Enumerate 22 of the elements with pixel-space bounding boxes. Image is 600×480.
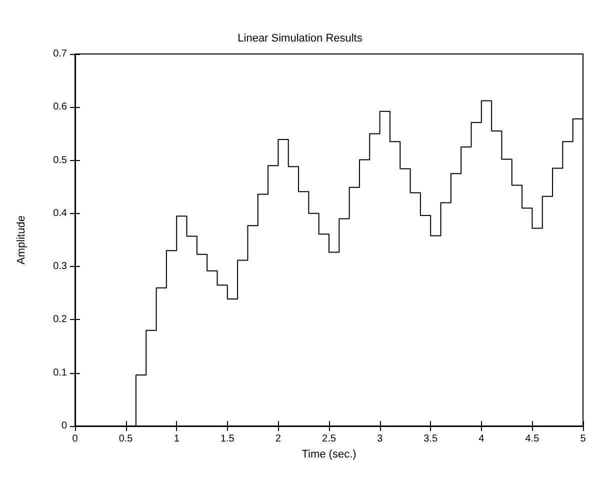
y-tick-label: 0.6: [53, 102, 68, 113]
y-tick-label: 0.1: [53, 367, 68, 378]
x-tick-label: 1: [174, 434, 180, 444]
y-tick-label: 0.5: [53, 154, 68, 166]
x-tick-label: 5: [580, 434, 586, 444]
y-axis-title: Amplitude: [16, 216, 28, 264]
x-tick-label: 3: [377, 434, 384, 444]
chart-title: Linear Simulation Results: [238, 32, 363, 44]
x-tick-label: 4: [478, 434, 485, 444]
x-tick-label: 3.5: [424, 434, 438, 444]
x-tick-label: 2.5: [322, 434, 336, 444]
x-tick-label: 0: [72, 434, 78, 444]
x-tick-label: 4.5: [525, 434, 540, 444]
y-tick-label: 0.3: [53, 261, 68, 272]
y-tick-label: 0: [61, 420, 68, 432]
x-tick-label: 2: [275, 434, 282, 444]
y-tick-label: 0.2: [53, 314, 68, 326]
y-tick-label: 0.4: [53, 208, 68, 219]
x-tick-label: 0.5: [118, 434, 134, 444]
x-axis-title: Time (sec.): [302, 448, 356, 460]
x-tick-label: 1.5: [220, 434, 235, 444]
y-tick-label: 0.7: [53, 48, 68, 60]
